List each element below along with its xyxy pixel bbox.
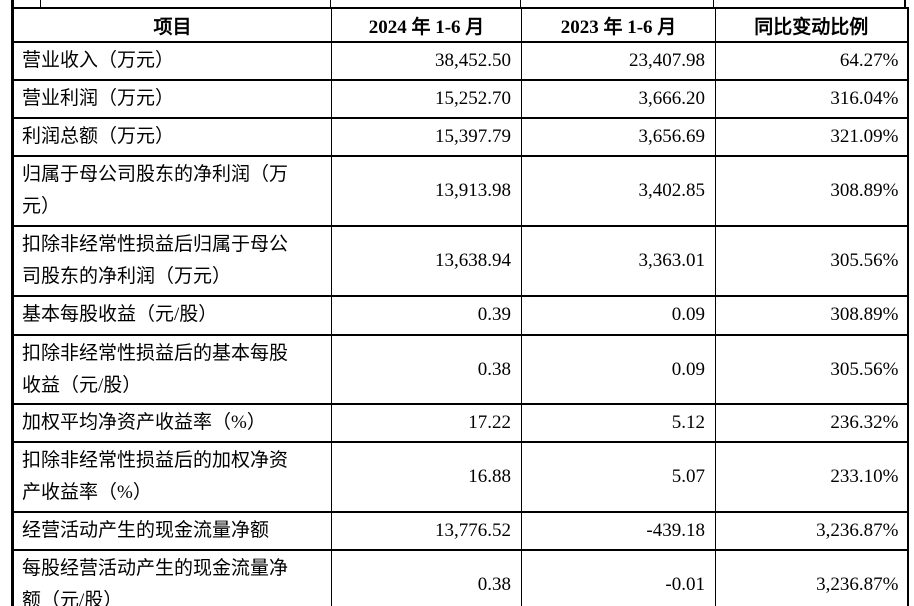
item-label: 经营活动产生的现金流量净额 [12,511,332,552]
column-header-2023: 2023 年 1-6 月 [521,7,716,43]
table-row: 利润总额（万元） 15,397.79 3,656.69 321.09% [12,117,908,157]
value-change: 316.04% [715,79,908,119]
table-header-row: 项目 2024 年 1-6 月 2023 年 1-6 月 同比变动比例 [12,7,908,43]
value-change: 233.10% [715,441,908,514]
value-change: 321.09% [715,117,908,157]
value-2024: 17.22 [331,403,522,444]
value-2023: 5.12 [521,403,716,444]
column-header-item: 项目 [12,7,332,43]
item-label: 扣除非经常性损益后的加权净资产收益率（%） [12,441,332,514]
value-2023: -0.01 [521,549,716,606]
financial-summary-table: 项目 2024 年 1-6 月 2023 年 1-6 月 同比变动比例 营业收入… [11,7,909,606]
item-label: 基本每股收益（元/股） [12,295,332,336]
value-2024: 13,913.98 [331,155,522,227]
value-2024: 0.38 [331,334,522,406]
value-2024: 16.88 [331,441,522,514]
value-2024: 38,452.50 [331,41,522,81]
value-2024: 13,776.52 [331,511,522,552]
item-label: 归属于母公司股东的净利润（万元） [12,155,332,227]
item-label: 每股经营活动产生的现金流量净额（元/股） [12,549,332,606]
grid-line-stub [11,0,14,8]
grid-line-stub [520,0,521,8]
table-row: 扣除非经常性损益后的基本每股收益（元/股） 0.38 0.09 305.56% [12,334,908,406]
table-row: 归属于母公司股东的净利润（万元） 13,913.98 3,402.85 308.… [12,155,908,227]
value-2024: 0.39 [331,295,522,336]
value-2023: 0.09 [521,334,716,406]
table-row: 扣除非经常性损益后的加权净资产收益率（%） 16.88 5.07 233.10% [12,441,908,514]
value-2023: 3,363.01 [521,225,716,297]
column-header-change: 同比变动比例 [715,7,908,43]
item-label: 利润总额（万元） [12,117,332,157]
table-row: 加权平均净资产收益率（%） 17.22 5.12 236.32% [12,403,908,444]
value-change: 3,236.87% [715,511,908,552]
table-row: 经营活动产生的现金流量净额 13,776.52 -439.18 3,236.87… [12,511,908,552]
value-change: 308.89% [715,295,908,336]
item-label: 营业利润（万元） [12,79,332,119]
grid-line-stub [330,0,331,8]
grid-line-stub [713,0,714,8]
value-change: 236.32% [715,403,908,444]
value-change: 305.56% [715,334,908,406]
value-change: 64.27% [715,41,908,81]
value-2023: 3,666.20 [521,79,716,119]
table-row: 每股经营活动产生的现金流量净额（元/股） 0.38 -0.01 3,236.87… [12,549,908,606]
value-2024: 15,397.79 [331,117,522,157]
item-label: 加权平均净资产收益率（%） [12,403,332,444]
value-2023: 3,402.85 [521,155,716,227]
value-2023: 0.09 [521,295,716,336]
item-label: 扣除非经常性损益后的基本每股收益（元/股） [12,334,332,406]
value-change: 308.89% [715,155,908,227]
value-change: 3,236.87% [715,549,908,606]
value-2023: -439.18 [521,511,716,552]
table-row: 营业收入（万元） 38,452.50 23,407.98 64.27% [12,41,908,81]
value-2024: 0.38 [331,549,522,606]
item-label: 扣除非经常性损益后归属于母公司股东的净利润（万元） [12,225,332,297]
value-change: 305.56% [715,225,908,297]
column-header-2024: 2024 年 1-6 月 [331,7,522,43]
table-row: 基本每股收益（元/股） 0.39 0.09 308.89% [12,295,908,336]
item-label: 营业收入（万元） [12,41,332,81]
value-2024: 15,252.70 [331,79,522,119]
value-2023: 23,407.98 [521,41,716,81]
value-2023: 5.07 [521,441,716,514]
table-row: 扣除非经常性损益后归属于母公司股东的净利润（万元） 13,638.94 3,36… [12,225,908,297]
value-2024: 13,638.94 [331,225,522,297]
grid-line-stub [904,0,906,8]
table-row: 营业利润（万元） 15,252.70 3,666.20 316.04% [12,79,908,119]
value-2023: 3,656.69 [521,117,716,157]
grid-line-stub [40,0,41,8]
